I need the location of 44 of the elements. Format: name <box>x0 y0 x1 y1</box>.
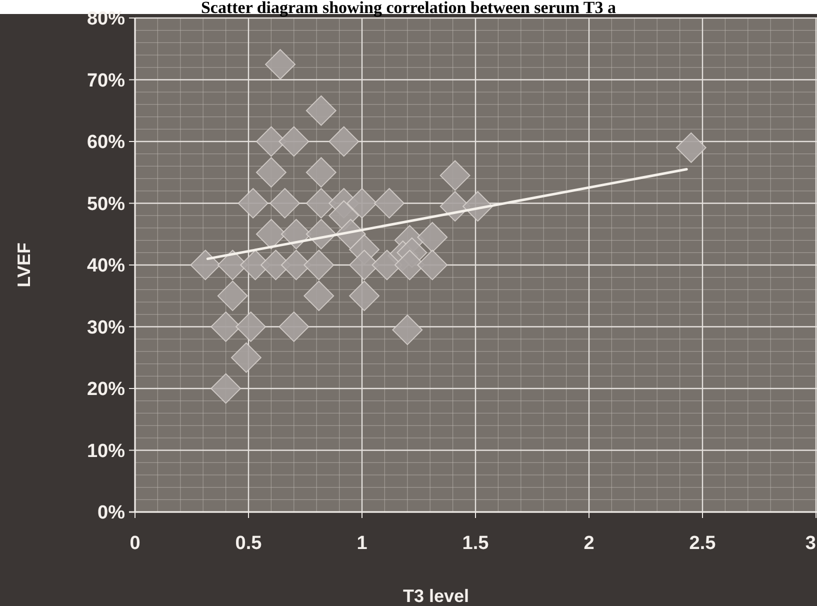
y-tick-label: 20% <box>86 379 126 400</box>
point <box>278 312 310 342</box>
point <box>304 280 334 312</box>
point <box>374 188 404 218</box>
point <box>238 188 268 218</box>
y-tick-label: 50% <box>86 194 126 215</box>
y-tick-label: 30% <box>86 317 126 338</box>
point <box>304 250 334 280</box>
point <box>417 250 448 280</box>
point <box>265 49 296 80</box>
x-tick-label: 3 <box>805 533 816 554</box>
point <box>217 280 248 312</box>
point <box>417 222 448 252</box>
point <box>256 157 286 188</box>
chart-title: Scatter diagram showing correlation between serum T3 a <box>200 0 617 17</box>
point <box>392 314 423 346</box>
y-tick-label: 70% <box>86 70 126 92</box>
point <box>306 95 336 126</box>
point <box>278 126 310 157</box>
x-tick-label: 2 <box>584 533 594 554</box>
y-axis-title: LVEF <box>14 242 34 288</box>
point <box>328 126 360 157</box>
point <box>270 188 300 218</box>
point <box>236 312 266 342</box>
x-tick-label: 1.5 <box>462 533 490 554</box>
x-tick-label: 2.5 <box>689 533 716 554</box>
y-tick-label: 10% <box>86 440 126 462</box>
point <box>676 132 706 163</box>
point <box>346 188 378 218</box>
point <box>210 373 242 404</box>
y-tick-label: 40% <box>86 256 126 277</box>
point <box>190 250 221 280</box>
y-tick-label: 80% <box>86 8 126 30</box>
point <box>231 342 262 373</box>
x-tick-label: 0 <box>130 533 140 554</box>
x-tick-label: 0.5 <box>235 533 262 554</box>
x-tick-label: 1 <box>356 533 368 554</box>
point <box>256 218 286 250</box>
point <box>349 280 380 312</box>
y-tick-label: 0% <box>98 502 126 524</box>
point <box>306 157 336 188</box>
y-tick-label: 60% <box>86 132 126 154</box>
point <box>440 160 470 191</box>
x-axis-title: T3 level <box>402 586 470 606</box>
